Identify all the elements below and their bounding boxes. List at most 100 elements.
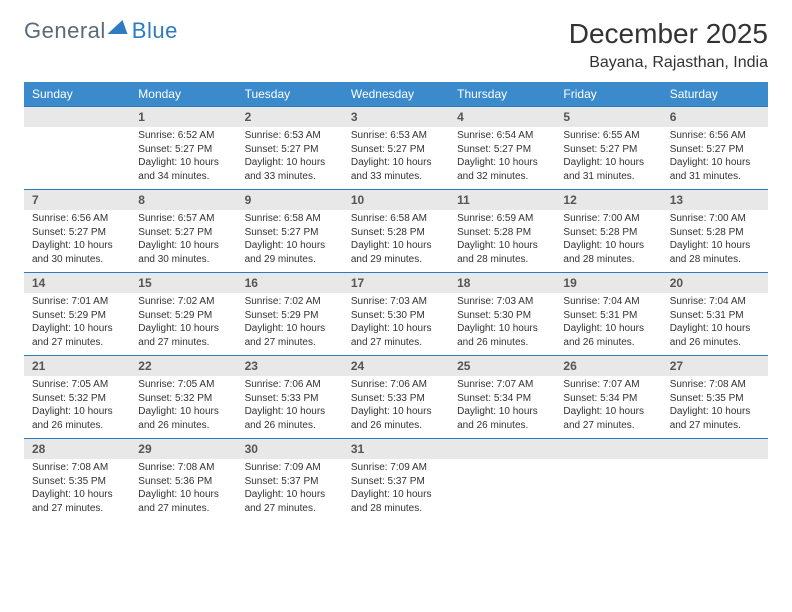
sunset-text: Sunset: 5:27 PM [351, 143, 441, 157]
day-number-cell: 15 [130, 273, 236, 294]
day-number-cell: 31 [343, 439, 449, 460]
day-number-cell: 1 [130, 107, 236, 128]
day-detail-cell: Sunrise: 6:53 AMSunset: 5:27 PMDaylight:… [343, 127, 449, 190]
sunrise-text: Sunrise: 6:58 AM [245, 212, 335, 226]
daylight-text: Daylight: 10 hours and 26 minutes. [563, 322, 653, 349]
day-detail-cell: Sunrise: 6:58 AMSunset: 5:27 PMDaylight:… [237, 210, 343, 273]
title-block: December 2025 Bayana, Rajasthan, India [569, 18, 768, 72]
day-detail-cell: Sunrise: 6:57 AMSunset: 5:27 PMDaylight:… [130, 210, 236, 273]
sunrise-text: Sunrise: 7:05 AM [32, 378, 122, 392]
sunrise-text: Sunrise: 7:06 AM [245, 378, 335, 392]
sunrise-text: Sunrise: 6:54 AM [457, 129, 547, 143]
daylight-text: Daylight: 10 hours and 27 minutes. [138, 488, 228, 515]
daylight-text: Daylight: 10 hours and 34 minutes. [138, 156, 228, 183]
day-detail-cell: Sunrise: 6:55 AMSunset: 5:27 PMDaylight:… [555, 127, 661, 190]
day-number-row: 14151617181920 [24, 273, 768, 294]
day-detail-cell: Sunrise: 6:59 AMSunset: 5:28 PMDaylight:… [449, 210, 555, 273]
weekday-header: Tuesday [237, 82, 343, 107]
sunset-text: Sunset: 5:30 PM [351, 309, 441, 323]
sunrise-text: Sunrise: 7:02 AM [138, 295, 228, 309]
day-number-cell: 14 [24, 273, 130, 294]
sunset-text: Sunset: 5:27 PM [245, 143, 335, 157]
daylight-text: Daylight: 10 hours and 26 minutes. [457, 322, 547, 349]
day-number-cell: 16 [237, 273, 343, 294]
sunset-text: Sunset: 5:31 PM [670, 309, 760, 323]
day-number-cell [449, 439, 555, 460]
day-detail-cell: Sunrise: 7:08 AMSunset: 5:36 PMDaylight:… [130, 459, 236, 521]
day-number-cell: 4 [449, 107, 555, 128]
sunrise-text: Sunrise: 7:05 AM [138, 378, 228, 392]
sunset-text: Sunset: 5:27 PM [32, 226, 122, 240]
daylight-text: Daylight: 10 hours and 28 minutes. [457, 239, 547, 266]
triangle-icon [107, 20, 132, 34]
daylight-text: Daylight: 10 hours and 27 minutes. [32, 488, 122, 515]
day-number-row: 28293031 [24, 439, 768, 460]
day-number-cell: 12 [555, 190, 661, 211]
day-number-cell: 10 [343, 190, 449, 211]
day-detail-cell: Sunrise: 7:07 AMSunset: 5:34 PMDaylight:… [555, 376, 661, 439]
day-detail-cell: Sunrise: 7:09 AMSunset: 5:37 PMDaylight:… [237, 459, 343, 521]
sunset-text: Sunset: 5:27 PM [457, 143, 547, 157]
daylight-text: Daylight: 10 hours and 27 minutes. [351, 322, 441, 349]
day-detail-cell: Sunrise: 7:03 AMSunset: 5:30 PMDaylight:… [343, 293, 449, 356]
sunrise-text: Sunrise: 7:00 AM [670, 212, 760, 226]
logo-text-blue: Blue [132, 18, 178, 44]
day-number-cell: 28 [24, 439, 130, 460]
day-number-cell: 7 [24, 190, 130, 211]
sunset-text: Sunset: 5:28 PM [351, 226, 441, 240]
daylight-text: Daylight: 10 hours and 27 minutes. [138, 322, 228, 349]
day-number-cell: 9 [237, 190, 343, 211]
sunset-text: Sunset: 5:36 PM [138, 475, 228, 489]
weekday-header: Saturday [662, 82, 768, 107]
sunset-text: Sunset: 5:35 PM [32, 475, 122, 489]
day-detail-cell: Sunrise: 6:54 AMSunset: 5:27 PMDaylight:… [449, 127, 555, 190]
sunset-text: Sunset: 5:27 PM [138, 143, 228, 157]
day-detail-row: Sunrise: 6:52 AMSunset: 5:27 PMDaylight:… [24, 127, 768, 190]
day-number-cell: 29 [130, 439, 236, 460]
daylight-text: Daylight: 10 hours and 30 minutes. [138, 239, 228, 266]
day-detail-cell: Sunrise: 7:05 AMSunset: 5:32 PMDaylight:… [24, 376, 130, 439]
day-number-row: 21222324252627 [24, 356, 768, 377]
day-detail-cell: Sunrise: 7:01 AMSunset: 5:29 PMDaylight:… [24, 293, 130, 356]
daylight-text: Daylight: 10 hours and 33 minutes. [351, 156, 441, 183]
day-detail-cell: Sunrise: 6:58 AMSunset: 5:28 PMDaylight:… [343, 210, 449, 273]
day-detail-row: Sunrise: 7:05 AMSunset: 5:32 PMDaylight:… [24, 376, 768, 439]
day-detail-cell: Sunrise: 6:56 AMSunset: 5:27 PMDaylight:… [24, 210, 130, 273]
sunrise-text: Sunrise: 7:09 AM [245, 461, 335, 475]
sunset-text: Sunset: 5:34 PM [563, 392, 653, 406]
day-detail-cell: Sunrise: 7:08 AMSunset: 5:35 PMDaylight:… [662, 376, 768, 439]
daylight-text: Daylight: 10 hours and 29 minutes. [245, 239, 335, 266]
sunrise-text: Sunrise: 7:09 AM [351, 461, 441, 475]
sunset-text: Sunset: 5:27 PM [138, 226, 228, 240]
day-detail-cell: Sunrise: 7:03 AMSunset: 5:30 PMDaylight:… [449, 293, 555, 356]
sunset-text: Sunset: 5:34 PM [457, 392, 547, 406]
sunset-text: Sunset: 5:27 PM [563, 143, 653, 157]
sunset-text: Sunset: 5:31 PM [563, 309, 653, 323]
sunrise-text: Sunrise: 6:56 AM [32, 212, 122, 226]
sunset-text: Sunset: 5:32 PM [138, 392, 228, 406]
sunset-text: Sunset: 5:37 PM [351, 475, 441, 489]
sunrise-text: Sunrise: 6:55 AM [563, 129, 653, 143]
sunset-text: Sunset: 5:32 PM [32, 392, 122, 406]
sunrise-text: Sunrise: 7:06 AM [351, 378, 441, 392]
sunrise-text: Sunrise: 7:01 AM [32, 295, 122, 309]
sunrise-text: Sunrise: 7:07 AM [457, 378, 547, 392]
day-detail-cell: Sunrise: 7:06 AMSunset: 5:33 PMDaylight:… [237, 376, 343, 439]
day-number-cell: 30 [237, 439, 343, 460]
sunrise-text: Sunrise: 7:08 AM [670, 378, 760, 392]
day-number-cell: 26 [555, 356, 661, 377]
sunset-text: Sunset: 5:29 PM [245, 309, 335, 323]
weekday-header: Thursday [449, 82, 555, 107]
day-detail-cell: Sunrise: 7:04 AMSunset: 5:31 PMDaylight:… [662, 293, 768, 356]
daylight-text: Daylight: 10 hours and 31 minutes. [563, 156, 653, 183]
day-detail-cell: Sunrise: 7:08 AMSunset: 5:35 PMDaylight:… [24, 459, 130, 521]
day-detail-cell: Sunrise: 7:00 AMSunset: 5:28 PMDaylight:… [662, 210, 768, 273]
daylight-text: Daylight: 10 hours and 27 minutes. [245, 488, 335, 515]
day-detail-cell: Sunrise: 7:02 AMSunset: 5:29 PMDaylight:… [237, 293, 343, 356]
day-detail-cell: Sunrise: 7:07 AMSunset: 5:34 PMDaylight:… [449, 376, 555, 439]
location-text: Bayana, Rajasthan, India [569, 54, 768, 72]
day-number-cell: 23 [237, 356, 343, 377]
day-number-cell: 19 [555, 273, 661, 294]
weekday-header: Friday [555, 82, 661, 107]
sunset-text: Sunset: 5:35 PM [670, 392, 760, 406]
